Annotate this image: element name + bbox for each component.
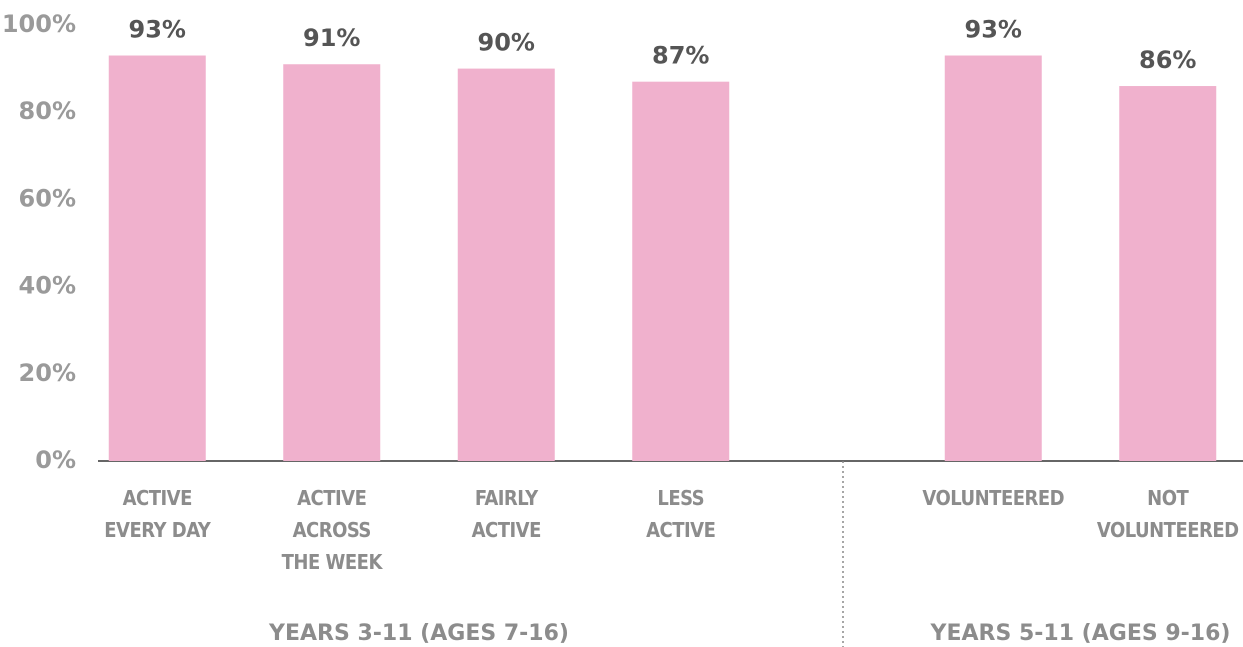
group-label: YEARS 5-11 (AGES 9-16) — [930, 621, 1231, 646]
y-tick-label: 20% — [19, 359, 76, 387]
value-label: 90% — [478, 29, 535, 57]
value-label: 86% — [1139, 46, 1196, 74]
bar — [108, 55, 206, 462]
bar — [944, 55, 1042, 462]
bar — [1119, 86, 1217, 461]
value-label: 93% — [965, 16, 1022, 44]
y-tick-label: 40% — [19, 272, 76, 300]
bar — [632, 81, 730, 462]
group-label: YEARS 3-11 (AGES 7-16) — [268, 621, 569, 646]
x-tick-label: NOT VOLUNTEERED — [1096, 486, 1239, 542]
bar — [283, 64, 381, 462]
x-tick-label: ACTIVE ACROSS THE WEEK — [281, 486, 383, 574]
x-tick-label: FAIRLY ACTIVE — [471, 486, 542, 542]
x-tick-label: VOLUNTEERED — [922, 486, 1065, 510]
value-label: 87% — [652, 42, 709, 70]
value-label: 93% — [129, 16, 186, 44]
bar — [457, 68, 555, 461]
y-tick-label: 100% — [2, 10, 76, 38]
value-label: 91% — [303, 24, 360, 52]
y-tick-label: 80% — [19, 97, 76, 125]
x-tick-label: LESS ACTIVE — [646, 486, 716, 542]
y-tick-label: 0% — [35, 446, 76, 474]
x-tick-label: ACTIVE EVERY DAY — [104, 486, 211, 542]
y-tick-label: 60% — [19, 184, 76, 212]
